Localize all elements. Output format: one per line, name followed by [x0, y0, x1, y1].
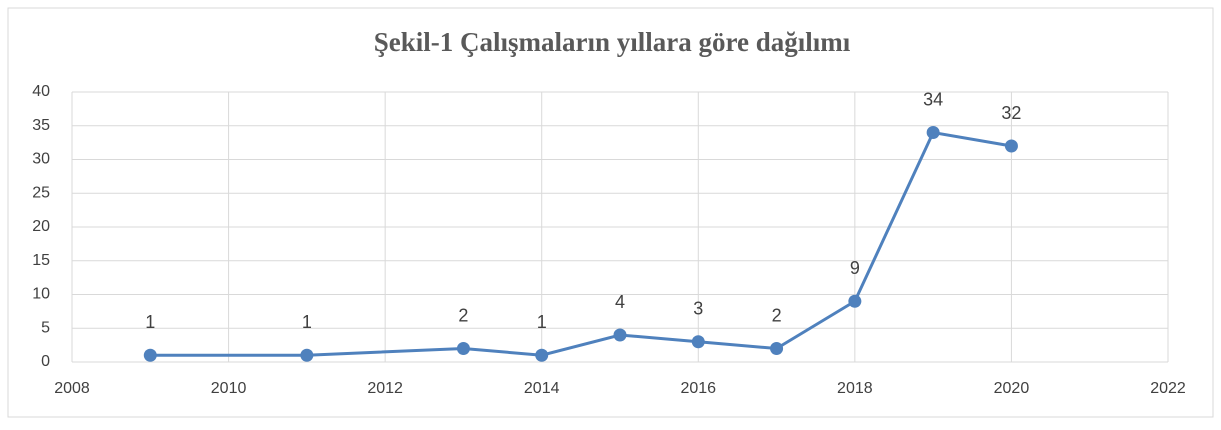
data-label: 32	[1001, 103, 1021, 123]
x-tick-label: 2022	[1150, 380, 1186, 397]
data-label: 9	[850, 258, 860, 278]
data-label: 1	[145, 312, 155, 332]
data-label: 3	[693, 299, 703, 319]
data-point	[1004, 139, 1018, 153]
y-tick-label: 5	[41, 319, 50, 336]
data-point	[770, 342, 784, 355]
data-label: 2	[772, 305, 782, 325]
x-tick-label: 2020	[994, 380, 1030, 397]
x-tick-label: 2008	[54, 380, 90, 397]
data-label: 1	[302, 312, 312, 332]
data-point	[613, 328, 627, 342]
data-point	[456, 342, 470, 355]
y-tick-label: 20	[32, 218, 50, 235]
data-point	[926, 126, 940, 139]
data-point	[143, 348, 157, 362]
data-label: 2	[458, 305, 468, 325]
x-tick-label: 2014	[524, 380, 560, 397]
data-point	[300, 348, 314, 362]
y-tick-label: 25	[32, 184, 50, 201]
y-tick-label: 30	[32, 151, 50, 168]
y-tick-label: 15	[32, 252, 50, 269]
y-tick-label: 10	[32, 286, 50, 303]
x-tick-label: 2018	[837, 380, 873, 397]
data-point	[535, 348, 549, 362]
x-tick-label: 2016	[680, 380, 716, 397]
data-label: 34	[923, 89, 943, 109]
chart-title: Şekil-1 Çalışmaların yıllara göre dağılı…	[374, 27, 851, 57]
data-label: 1	[537, 312, 547, 332]
chart-border	[7, 7, 1214, 418]
y-tick-label: 0	[41, 353, 50, 370]
data-label: 4	[615, 292, 625, 312]
data-point	[848, 294, 862, 308]
y-tick-label: 40	[32, 83, 50, 100]
x-tick-label: 2010	[211, 380, 247, 397]
data-point	[691, 335, 705, 349]
series-line	[150, 130, 1012, 357]
y-tick-label: 35	[32, 117, 50, 134]
x-tick-label: 2012	[367, 380, 403, 397]
